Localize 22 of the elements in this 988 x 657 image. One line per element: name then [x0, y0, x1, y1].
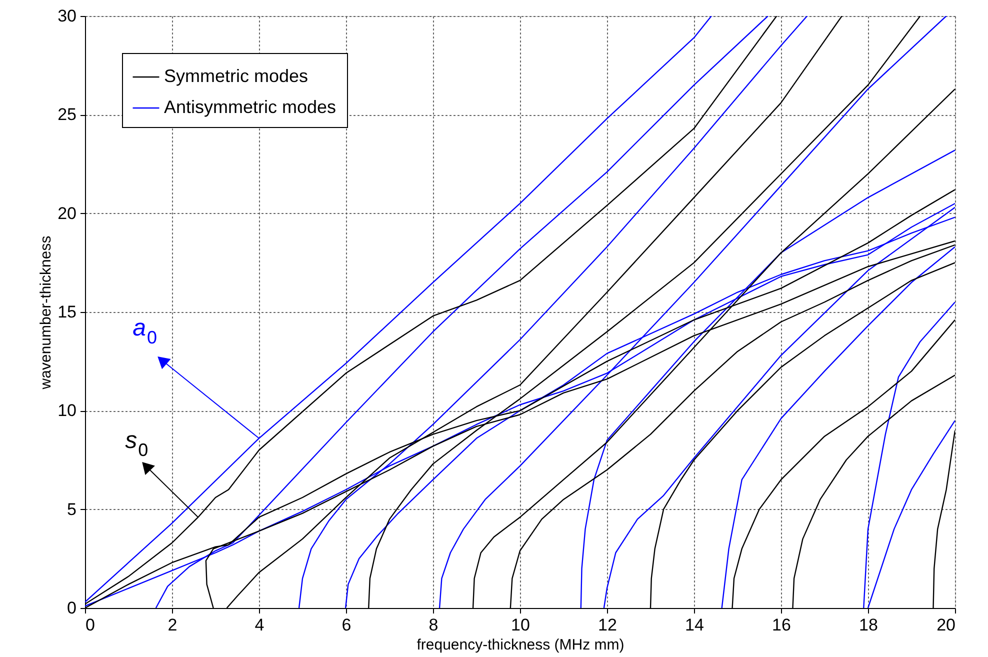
x-axis-title: frequency-thickness (MHz mm) [416, 636, 624, 654]
legend-label: Symmetric modes [164, 66, 308, 86]
x-tick-label: 10 [511, 616, 530, 634]
x-tick-label: 0 [86, 616, 95, 634]
y-tick-label: 0 [67, 598, 76, 618]
x-tick-label: 8 [428, 616, 438, 634]
y-tick-label: 20 [58, 204, 76, 223]
x-tick-label: 4 [254, 616, 264, 634]
y-tick-label: 15 [58, 302, 76, 322]
y-tick-label: 5 [67, 500, 76, 519]
x-tick-label: 12 [598, 616, 617, 634]
x-tick-label: 6 [342, 616, 352, 634]
y-axis-title: wavenumber-thickness [38, 236, 55, 390]
legend-label: Antisymmetric modes [164, 97, 336, 117]
y-tick-label: 10 [58, 401, 76, 420]
x-tick-label: 18 [859, 616, 878, 634]
x-tick-label: 16 [772, 616, 791, 634]
y-tick-label: 25 [58, 105, 76, 124]
x-tick-label: 20 [936, 616, 956, 634]
y-tick-label: 30 [58, 6, 76, 26]
x-tick-label: 2 [168, 616, 178, 634]
x-tick-label: 14 [685, 616, 704, 634]
